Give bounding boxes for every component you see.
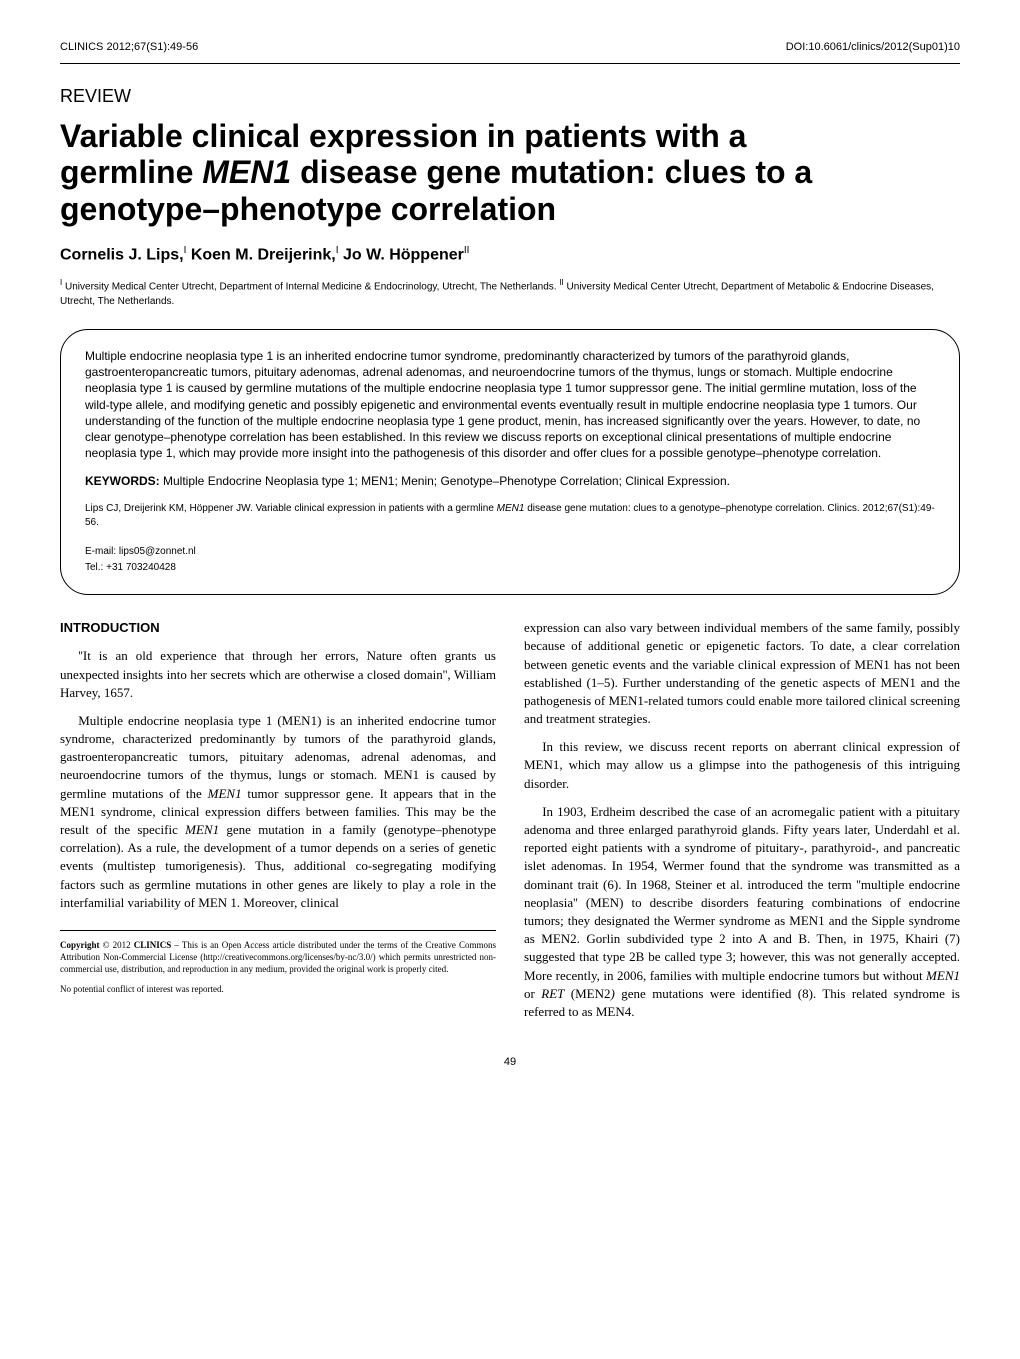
- affiliations: I University Medical Center Utrecht, Dep…: [60, 277, 960, 309]
- article-title: Variable clinical expression in patients…: [60, 118, 960, 228]
- footnote-divider: [60, 930, 496, 931]
- page-number: 49: [60, 1055, 960, 1070]
- right-p2: In this review, we discuss recent report…: [524, 738, 960, 793]
- copyright-year: © 2012: [100, 940, 134, 950]
- p2-i1: MEN1: [208, 786, 242, 801]
- abstract-text: Multiple endocrine neoplasia type 1 is a…: [85, 348, 935, 461]
- p2-i2: MEN1: [185, 822, 219, 837]
- header-divider: [60, 63, 960, 64]
- header-left: CLINICS 2012;67(S1):49-56: [60, 40, 198, 55]
- header-right: DOI:10.6061/clinics/2012(Sup01)10: [786, 40, 960, 55]
- title-line2a: germline: [60, 154, 202, 190]
- title-line2c: disease gene mutation: clues to a: [291, 154, 812, 190]
- keywords-label: KEYWORDS:: [85, 474, 160, 488]
- review-label: REVIEW: [60, 84, 960, 109]
- right-column: expression can also vary between individ…: [524, 619, 960, 1031]
- title-italic: MEN1: [202, 154, 291, 190]
- keywords-text: Multiple Endocrine Neoplasia type 1; MEN…: [160, 474, 730, 488]
- intro-p2: Multiple endocrine neoplasia type 1 (MEN…: [60, 712, 496, 912]
- copyright-journal: CLINICS: [134, 940, 172, 950]
- p3-i2: RET: [541, 986, 564, 1001]
- citation-italic: MEN1: [497, 503, 525, 514]
- authors: Cornelis J. Lips,I Koen M. Dreijerink,I …: [60, 244, 960, 267]
- contact-email: E-mail: lips05@zonnet.nl: [85, 544, 935, 560]
- title-line3: genotype–phenotype correlation: [60, 191, 556, 227]
- section-heading-intro: INTRODUCTION: [60, 619, 496, 637]
- copyright-footnote: Copyright © 2012 CLINICS – This is an Op…: [60, 939, 496, 975]
- p3-mid2: (MEN2: [564, 986, 610, 1001]
- title-line1: Variable clinical expression in patients…: [60, 118, 746, 154]
- body-columns: INTRODUCTION ''It is an old experience t…: [60, 619, 960, 1031]
- p3-pre: In 1903, Erdheim described the case of a…: [524, 804, 960, 983]
- abstract-box: Multiple endocrine neoplasia type 1 is a…: [60, 329, 960, 595]
- keywords: KEYWORDS: Multiple Endocrine Neoplasia t…: [85, 473, 935, 490]
- right-p3: In 1903, Erdheim described the case of a…: [524, 803, 960, 1021]
- intro-p1: ''It is an old experience that through h…: [60, 647, 496, 702]
- citation: Lips CJ, Dreijerink KM, Höppener JW. Var…: [85, 502, 935, 530]
- p3-mid: or: [524, 986, 541, 1001]
- p3-i1: MEN1: [926, 968, 960, 983]
- contact-tel: Tel.: +31 703240428: [85, 560, 935, 576]
- citation-pre: Lips CJ, Dreijerink KM, Höppener JW. Var…: [85, 503, 497, 514]
- running-header: CLINICS 2012;67(S1):49-56 DOI:10.6061/cl…: [60, 40, 960, 55]
- copyright-label: Copyright: [60, 940, 100, 950]
- conflict-footnote: No potential conflict of interest was re…: [60, 983, 496, 995]
- left-column: INTRODUCTION ''It is an old experience t…: [60, 619, 496, 1031]
- right-p1: expression can also vary between individ…: [524, 619, 960, 728]
- contact-block: E-mail: lips05@zonnet.nl Tel.: +31 70324…: [85, 544, 935, 576]
